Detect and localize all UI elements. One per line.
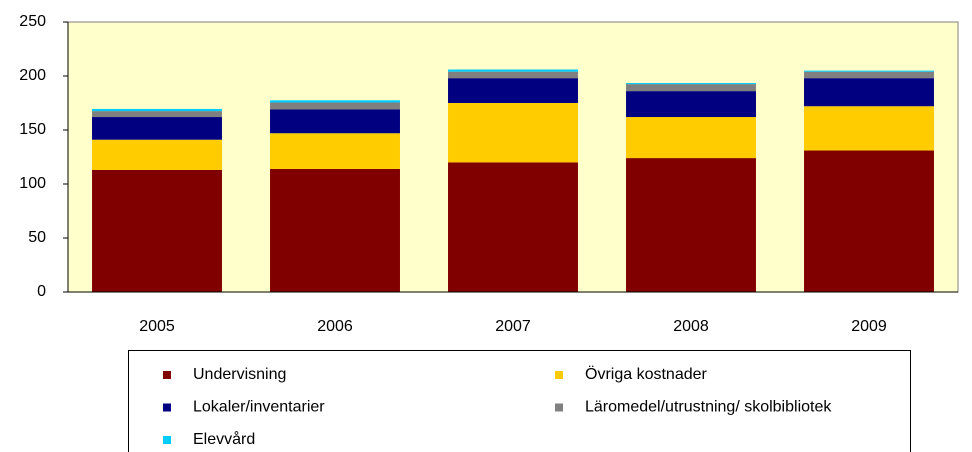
bar-segment [626, 158, 756, 292]
y-tick-label: 150 [19, 121, 46, 138]
bar-segment [92, 111, 222, 118]
legend-marker [163, 403, 171, 412]
bar-segment [448, 103, 578, 163]
legend-label: Övriga kostnader [585, 365, 708, 383]
bar-segment [448, 78, 578, 103]
bar-segment [804, 71, 934, 79]
legend-label: Läromedel/utrustning/ skolbibliotek [585, 399, 832, 416]
bar-segment [626, 117, 756, 159]
bar-segment [448, 69, 578, 72]
legend-marker [163, 436, 171, 444]
bar-segment [92, 117, 222, 140]
bar-segment [804, 70, 934, 72]
y-tick-label: 50 [28, 229, 46, 246]
bar-segment [804, 106, 934, 151]
bar-segment [270, 102, 400, 110]
legend-label: Elevvård [193, 430, 255, 448]
x-tick-label: 2008 [673, 318, 709, 335]
bar-segment [92, 139, 222, 170]
y-tick-label: 100 [19, 175, 46, 192]
x-tick-label: 2009 [851, 318, 887, 335]
x-tick-label: 2007 [495, 318, 531, 335]
legend-marker [555, 371, 563, 379]
bar-segment [270, 109, 400, 134]
bar-segment [804, 78, 934, 107]
legend-label: Lokaler/inventarier [193, 399, 325, 416]
bar-segment [804, 150, 934, 292]
bar-segment [626, 83, 756, 85]
x-tick-label: 2005 [139, 318, 175, 335]
y-tick-label: 250 [19, 13, 46, 30]
bar-segment [626, 84, 756, 92]
bar-segment [92, 108, 222, 112]
legend-label: Undervisning [193, 366, 286, 383]
legend-marker [555, 403, 563, 412]
bar-segment [270, 168, 400, 292]
y-tick-label: 200 [19, 67, 46, 84]
legend-box [128, 350, 911, 452]
bar-segment [92, 169, 222, 292]
bar-segment [626, 91, 756, 118]
bar-segment [270, 100, 400, 103]
legend-marker [163, 371, 171, 379]
x-tick-label: 2006 [317, 318, 353, 335]
y-tick-label: 0 [37, 283, 46, 300]
bar-segment [448, 162, 578, 292]
bar-segment [270, 133, 400, 169]
bar-segment [448, 71, 578, 79]
